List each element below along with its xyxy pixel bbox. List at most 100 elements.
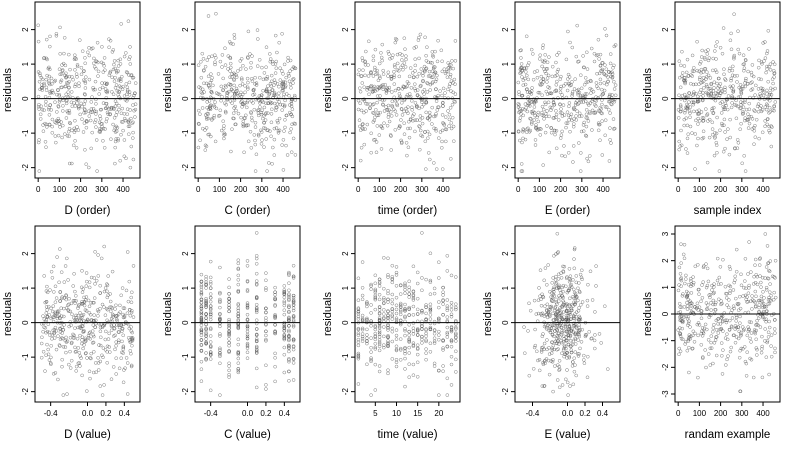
x-tick-label: 400 xyxy=(756,185,770,194)
data-point xyxy=(768,110,772,114)
data-point xyxy=(120,106,125,111)
data-point xyxy=(133,115,137,119)
data-point xyxy=(232,71,236,76)
data-point xyxy=(51,304,56,308)
data-point xyxy=(538,82,542,87)
data-point xyxy=(699,81,703,85)
data-point xyxy=(427,132,432,137)
data-point xyxy=(80,373,84,378)
data-point xyxy=(230,101,234,105)
data-point xyxy=(696,122,700,126)
data-point xyxy=(692,66,696,70)
data-point xyxy=(236,69,240,73)
data-point xyxy=(278,66,282,70)
data-point xyxy=(685,136,690,141)
data-point xyxy=(561,103,566,107)
data-point xyxy=(117,107,121,112)
data-point xyxy=(397,87,401,91)
data-point xyxy=(249,146,254,150)
data-point xyxy=(98,114,102,118)
data-point xyxy=(721,26,726,30)
y-tick-label: 0 xyxy=(21,320,30,325)
y-tick-label: -1 xyxy=(181,353,190,361)
data-point xyxy=(755,104,760,109)
data-point xyxy=(603,27,607,31)
data-point xyxy=(231,111,236,115)
data-point xyxy=(420,121,425,126)
data-point xyxy=(576,60,580,64)
data-point xyxy=(714,44,718,48)
data-point xyxy=(565,110,570,114)
data-point xyxy=(449,157,453,161)
data-point xyxy=(516,80,521,85)
data-point xyxy=(103,87,108,91)
data-point xyxy=(739,121,743,126)
data-point xyxy=(765,67,769,71)
data-point xyxy=(579,73,583,77)
data-point xyxy=(356,72,361,77)
data-point xyxy=(119,293,123,298)
data-point xyxy=(74,318,78,322)
data-point xyxy=(554,83,559,87)
data-point xyxy=(93,361,98,365)
data-point xyxy=(600,111,604,116)
data-point xyxy=(268,52,272,56)
data-point xyxy=(72,57,77,62)
data-point xyxy=(261,116,265,121)
data-point xyxy=(728,66,732,71)
data-point xyxy=(228,69,232,73)
y-tick-label: 2 xyxy=(21,251,30,256)
data-point xyxy=(59,120,63,124)
data-point xyxy=(38,71,42,76)
data-point xyxy=(287,79,292,84)
data-point xyxy=(607,107,611,112)
data-point xyxy=(602,71,606,76)
data-point xyxy=(289,102,294,106)
data-point xyxy=(202,81,206,86)
data-point xyxy=(121,345,126,350)
y-tick-label: -2 xyxy=(21,164,30,172)
data-point xyxy=(51,372,56,376)
data-point xyxy=(241,119,246,124)
data-point xyxy=(89,318,93,323)
x-tick-label: 0.0 xyxy=(242,409,254,418)
data-point xyxy=(722,123,726,128)
data-point xyxy=(386,115,391,119)
data-point xyxy=(414,105,419,109)
x-tick-label: 300 xyxy=(735,409,749,418)
data-point xyxy=(94,59,99,64)
data-point xyxy=(397,74,402,79)
data-point xyxy=(725,137,729,141)
data-point xyxy=(399,65,403,70)
data-point xyxy=(613,83,618,87)
y-axis-label: residuals xyxy=(162,67,174,112)
data-point xyxy=(105,283,110,287)
data-point xyxy=(83,110,88,115)
data-point xyxy=(766,117,770,121)
data-point xyxy=(521,127,525,131)
data-point xyxy=(74,313,78,318)
data-point xyxy=(49,316,53,321)
data-point xyxy=(196,145,201,150)
data-point xyxy=(253,120,258,125)
data-point xyxy=(214,91,219,95)
data-point xyxy=(434,129,438,133)
data-point xyxy=(62,314,66,319)
data-point xyxy=(102,56,107,60)
data-point xyxy=(585,116,590,120)
data-point xyxy=(743,84,747,89)
x-tick-label: 300 xyxy=(95,185,109,194)
data-point xyxy=(106,274,110,278)
data-point xyxy=(712,153,717,158)
data-point xyxy=(763,124,767,129)
data-point xyxy=(90,110,95,114)
data-point xyxy=(742,62,747,66)
data-point xyxy=(544,71,548,76)
data-point xyxy=(122,368,126,372)
data-point xyxy=(543,53,547,57)
data-point xyxy=(604,33,609,38)
data-point xyxy=(232,83,236,88)
data-point xyxy=(196,63,201,67)
data-point xyxy=(117,312,121,316)
y-tick-label: 0 xyxy=(501,320,510,325)
